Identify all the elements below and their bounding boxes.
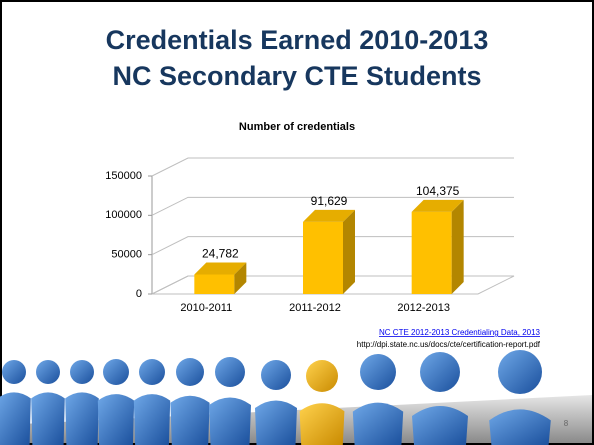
person-head — [261, 360, 291, 390]
source-link[interactable]: NC CTE 2012-2013 Credentialing Data, 201… — [379, 328, 541, 337]
bar-front — [194, 274, 235, 294]
person-body — [209, 397, 251, 445]
grid-line — [151, 275, 514, 295]
people-illustration — [0, 350, 551, 445]
value-label: 24,782 — [202, 247, 239, 261]
source-url: http://dpi.state.nc.us/docs/cte/certific… — [357, 340, 541, 349]
chart-title: Number of credentials — [239, 121, 355, 133]
grid-line — [151, 236, 514, 256]
y-tick-label: 150000 — [105, 170, 142, 182]
y-tick-label: 100000 — [105, 209, 142, 221]
person-head — [2, 360, 26, 384]
bar-side — [234, 262, 247, 294]
bar-front — [411, 211, 452, 294]
person-body — [133, 394, 171, 445]
person-head — [306, 360, 338, 392]
person-body — [352, 402, 404, 445]
x-tick-label: 2012-2013 — [397, 302, 450, 314]
bar-top — [194, 262, 247, 275]
x-tick-label: 2011-2012 — [289, 302, 341, 314]
y-tick-label: 0 — [136, 288, 142, 300]
grid-line — [151, 196, 514, 216]
bar-side — [343, 209, 355, 294]
value-label: 104,375 — [416, 184, 460, 198]
person-body — [0, 392, 31, 445]
slide-subtitle: NC Secondary CTE Students — [112, 61, 481, 91]
bar-side — [451, 199, 464, 294]
person-body — [489, 409, 551, 445]
y-tick-label: 50000 — [111, 249, 142, 261]
person-head — [498, 350, 542, 394]
bar — [194, 262, 247, 294]
chart: 0 50000 100000 150000 2010-2011 24,782 2011-20… — [105, 157, 515, 314]
person-head — [420, 352, 460, 392]
person-body — [65, 392, 99, 445]
x-tick-label: 2010-2011 — [180, 302, 232, 314]
grid-line — [151, 157, 514, 177]
person-head — [36, 360, 60, 384]
bar-front — [303, 221, 343, 294]
bar — [411, 199, 464, 294]
person-body — [170, 395, 210, 445]
person-head — [360, 354, 396, 390]
person-head — [176, 358, 204, 386]
person-head — [70, 360, 94, 384]
person-head — [215, 357, 245, 387]
person-head — [103, 359, 129, 385]
value-label: 91,629 — [311, 194, 348, 208]
bar-top — [411, 199, 464, 212]
page-number: 8 — [564, 419, 569, 428]
person-body — [255, 400, 297, 445]
person-head — [139, 359, 165, 385]
person-body — [31, 392, 65, 445]
person-body — [412, 406, 468, 445]
bar-top — [303, 209, 355, 222]
person-body — [97, 394, 135, 445]
person-body — [299, 403, 345, 445]
bar — [303, 209, 355, 294]
slide-title: Credentials Earned 2010-2013 — [106, 25, 489, 55]
